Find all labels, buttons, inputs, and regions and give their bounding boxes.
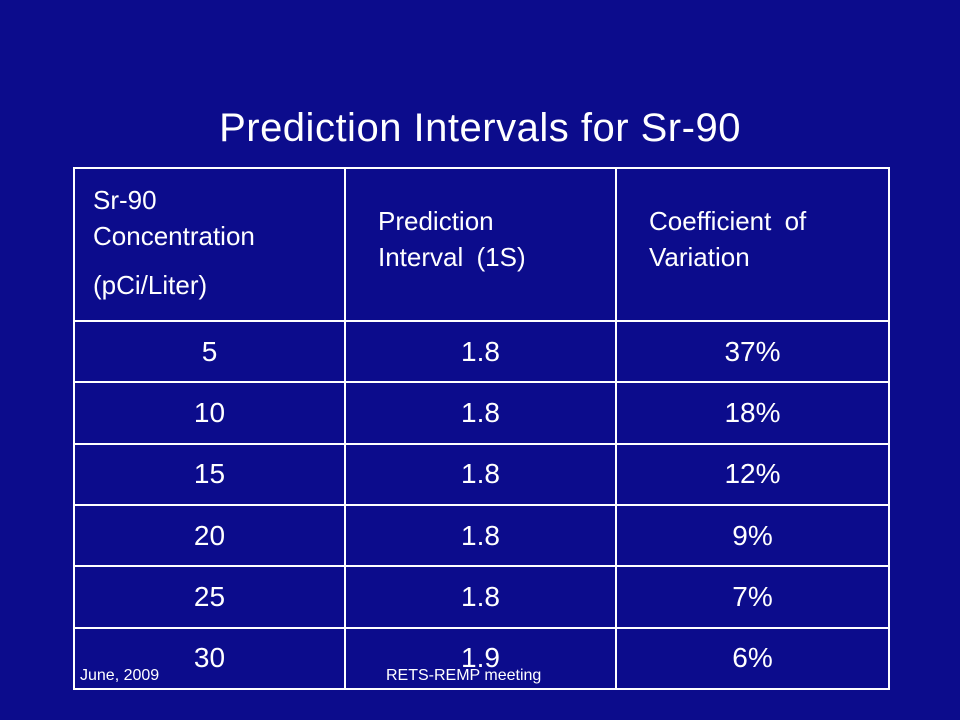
header-concentration-line1: Sr-90: [93, 185, 157, 215]
concentration-cell: 30: [73, 626, 346, 691]
concentration-cell: 10: [73, 381, 346, 445]
prediction-interval-cell: 1.8: [344, 565, 617, 629]
header-prediction-line2: Interval (1S): [378, 242, 526, 272]
table-row: 15 1.8 12%: [73, 442, 890, 506]
header-cv-line2: Variation: [649, 242, 750, 272]
header-concentration-unit: (pCi/Liter): [93, 270, 208, 300]
header-prediction-line1: Prediction: [378, 206, 494, 236]
table-row: 30 1.9 6%: [73, 626, 890, 691]
table-row: 5 1.8 37%: [73, 319, 890, 384]
table-header-row: Sr-90 Concentration (pCi/Liter) Predicti…: [73, 167, 890, 322]
coefficient-of-variation-cell: 6%: [615, 626, 890, 691]
prediction-interval-cell: 1.8: [344, 381, 617, 445]
prediction-interval-cell: 1.8: [344, 442, 617, 506]
prediction-interval-cell: 1.9: [344, 626, 617, 691]
coefficient-of-variation-cell: 18%: [615, 381, 890, 445]
header-cv-line1: Coefficient of: [649, 206, 807, 236]
header-concentration-line2: Concentration: [93, 221, 255, 251]
table-row: 10 1.8 18%: [73, 381, 890, 445]
table-row: 20 1.8 9%: [73, 503, 890, 568]
table-row: 25 1.8 7%: [73, 565, 890, 629]
footer-date: June, 2009: [80, 667, 160, 684]
concentration-cell: 25: [73, 565, 346, 629]
header-coefficient-of-variation: Coefficient of Variation: [615, 167, 890, 322]
header-prediction-interval: Prediction Interval (1S): [344, 167, 617, 322]
prediction-interval-cell: 1.8: [344, 503, 617, 568]
coefficient-of-variation-cell: 7%: [615, 565, 890, 629]
header-concentration: Sr-90 Concentration (pCi/Liter): [73, 167, 346, 322]
prediction-interval-cell: 1.8: [344, 319, 617, 384]
coefficient-of-variation-cell: 12%: [615, 442, 890, 506]
slide-title: Prediction Intervals for Sr-90: [219, 106, 741, 150]
coefficient-of-variation-cell: 9%: [615, 503, 890, 568]
concentration-cell: 15: [73, 442, 346, 506]
concentration-cell: 5: [73, 319, 346, 384]
coefficient-of-variation-cell: 37%: [615, 319, 890, 384]
sr90-prediction-table: Sr-90 Concentration (pCi/Liter) Predicti…: [73, 167, 890, 691]
footer-meeting-name: RETS-REMP meeting: [386, 667, 542, 684]
concentration-cell: 20: [73, 503, 346, 568]
